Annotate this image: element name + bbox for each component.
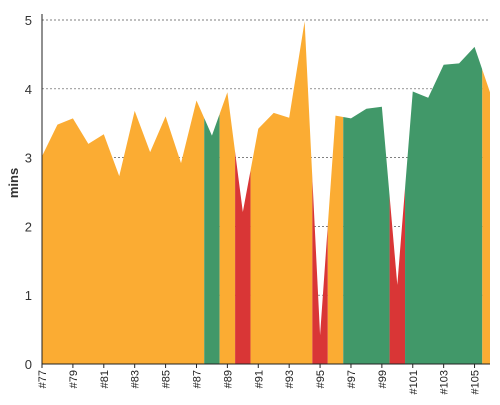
x-tick-labels: #77 #79 #81 #83 #85 #87 #89 #91 #93 #95 #97 #99 #101… bbox=[37, 364, 482, 394]
band-faster bbox=[204, 21, 220, 364]
x-tick-label: #77 bbox=[37, 370, 49, 388]
y-tick-labels: 0 1 2 3 4 5 bbox=[25, 13, 32, 372]
band-other bbox=[250, 21, 313, 364]
status-bands bbox=[42, 21, 490, 364]
y-tick-label: 2 bbox=[25, 219, 32, 234]
x-tick-label: #79 bbox=[68, 370, 80, 388]
y-tick-label: 0 bbox=[25, 357, 32, 372]
band-slower bbox=[235, 21, 251, 364]
x-tick-label: #105 bbox=[470, 370, 482, 394]
band-other bbox=[482, 21, 490, 364]
x-tick-label: #89 bbox=[222, 370, 234, 388]
y-tick-label: 5 bbox=[25, 13, 32, 28]
x-tick-label: #85 bbox=[161, 370, 173, 388]
x-tick-label: #93 bbox=[284, 370, 296, 388]
x-tick-label: #99 bbox=[377, 370, 389, 388]
x-tick-label: #103 bbox=[439, 370, 451, 394]
x-tick-label: #83 bbox=[130, 370, 142, 388]
x-tick-label: #95 bbox=[315, 370, 327, 388]
axes bbox=[41, 14, 490, 365]
x-tick-label: #97 bbox=[346, 370, 358, 388]
band-other bbox=[219, 21, 236, 364]
band-other bbox=[42, 21, 205, 364]
y-tick-label: 4 bbox=[25, 82, 32, 97]
x-tick-label: #81 bbox=[99, 370, 111, 388]
y-tick-label: 1 bbox=[25, 288, 32, 303]
band-slower bbox=[389, 21, 406, 364]
x-tick-label: #101 bbox=[408, 370, 420, 394]
band-slower bbox=[312, 21, 328, 364]
band-faster bbox=[343, 21, 390, 364]
x-tick-label: #91 bbox=[253, 370, 265, 388]
y-tick-label: 3 bbox=[25, 151, 32, 166]
band-faster bbox=[405, 21, 483, 364]
y-axis-label: mins bbox=[6, 168, 21, 198]
duration-area bbox=[42, 21, 490, 364]
band-other bbox=[327, 21, 344, 364]
x-tick-label: #87 bbox=[191, 370, 203, 388]
